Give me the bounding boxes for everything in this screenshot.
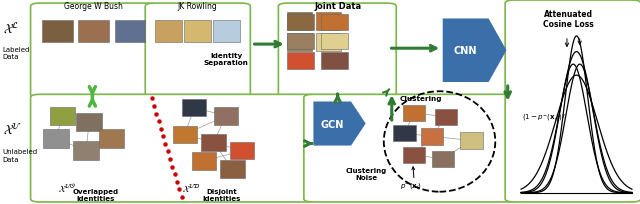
Bar bbox=[287, 53, 314, 69]
FancyBboxPatch shape bbox=[31, 4, 157, 98]
Bar bbox=[287, 15, 314, 31]
Bar bbox=[403, 105, 425, 121]
FancyBboxPatch shape bbox=[145, 4, 250, 98]
Text: JK Rowling: JK Rowling bbox=[178, 2, 218, 11]
Text: CNN: CNN bbox=[453, 46, 477, 56]
Text: George W Bush: George W Bush bbox=[64, 2, 123, 11]
Bar bbox=[287, 12, 312, 30]
Bar bbox=[192, 153, 216, 170]
Text: Disjoint
Identities: Disjoint Identities bbox=[202, 188, 241, 201]
Polygon shape bbox=[314, 102, 365, 146]
Text: $\mathcal{X}^\mathcal{U}$: $\mathcal{X}^\mathcal{U}$ bbox=[3, 121, 22, 136]
Bar bbox=[316, 34, 342, 52]
Bar bbox=[321, 34, 348, 50]
Bar bbox=[321, 53, 348, 69]
Bar bbox=[50, 107, 75, 125]
FancyBboxPatch shape bbox=[304, 95, 517, 202]
Bar bbox=[42, 21, 72, 42]
FancyBboxPatch shape bbox=[31, 95, 316, 202]
Bar bbox=[321, 15, 348, 31]
Bar bbox=[99, 130, 124, 148]
Bar bbox=[403, 147, 425, 163]
Bar bbox=[316, 12, 342, 30]
Text: Clustering: Clustering bbox=[399, 96, 442, 102]
Bar bbox=[287, 34, 314, 50]
Bar bbox=[435, 109, 457, 125]
Bar bbox=[431, 151, 454, 167]
Bar bbox=[78, 21, 109, 42]
Bar bbox=[230, 142, 254, 160]
Text: Clustering
Noise: Clustering Noise bbox=[346, 167, 387, 180]
Text: Labeled
Data: Labeled Data bbox=[3, 46, 30, 60]
Text: Overlapped
Identities: Overlapped Identities bbox=[72, 188, 118, 201]
Bar bbox=[184, 21, 211, 42]
Bar bbox=[44, 130, 68, 148]
Text: $(1-p^{-}(\mathbf{x}_i))^\gamma$: $(1-p^{-}(\mathbf{x}_i))^\gamma$ bbox=[522, 113, 566, 124]
Text: $\mathcal{X}^{\mathcal{U}\mathcal{O}}$: $\mathcal{X}^{\mathcal{U}\mathcal{O}}$ bbox=[58, 182, 76, 193]
Text: Attenuated
Cosine Loss: Attenuated Cosine Loss bbox=[543, 10, 594, 29]
Text: Unlabeled
Data: Unlabeled Data bbox=[3, 148, 38, 162]
Text: $\mathcal{X}^{\mathcal{U}\mathcal{D}}$: $\mathcal{X}^{\mathcal{U}\mathcal{D}}$ bbox=[182, 182, 200, 193]
Bar bbox=[212, 21, 239, 42]
Bar bbox=[420, 129, 443, 145]
Text: $\mathcal{X}^\mathcal{L}$: $\mathcal{X}^\mathcal{L}$ bbox=[3, 21, 20, 36]
Text: $p^{-}(\mathbf{x}_i)$: $p^{-}(\mathbf{x}_i)$ bbox=[400, 180, 422, 190]
Bar bbox=[115, 21, 145, 42]
Bar bbox=[182, 100, 206, 117]
Text: Identity
Separation: Identity Separation bbox=[204, 52, 248, 66]
Bar bbox=[173, 126, 197, 143]
Bar bbox=[287, 34, 312, 52]
Bar bbox=[76, 113, 102, 132]
Bar bbox=[460, 133, 483, 149]
Text: Joint Data: Joint Data bbox=[314, 2, 361, 11]
FancyBboxPatch shape bbox=[278, 4, 396, 98]
FancyBboxPatch shape bbox=[505, 1, 640, 202]
Bar bbox=[220, 161, 244, 178]
Text: GCN: GCN bbox=[320, 119, 344, 129]
Bar bbox=[214, 108, 238, 125]
Bar bbox=[73, 142, 99, 160]
Bar bbox=[394, 125, 415, 142]
Polygon shape bbox=[443, 19, 506, 83]
Bar bbox=[202, 134, 225, 151]
Bar bbox=[156, 21, 182, 42]
